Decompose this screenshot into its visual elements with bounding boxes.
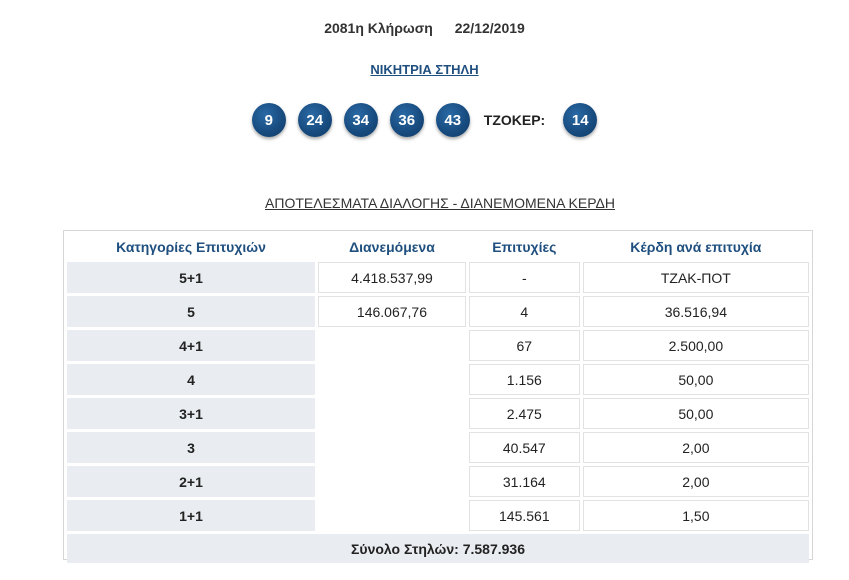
distributed-cell: 4.418.537,99 xyxy=(318,262,466,293)
number-ball: 43 xyxy=(435,103,470,137)
results-table: Κατηγορίες Επιτυχιών Διανεμόμενα Επιτυχί… xyxy=(64,231,812,566)
table-row: 3+1 2.475 50,00 xyxy=(67,398,809,429)
table-row: 4 1.156 50,00 xyxy=(67,364,809,395)
category-cell: 2+1 xyxy=(67,466,315,497)
joker-label: ΤΖΟΚΕΡ: xyxy=(483,112,546,128)
winning-column-link[interactable]: ΝΙΚΗΤΡΙΑ ΣΤΗΛΗ xyxy=(370,62,479,77)
category-cell: 3 xyxy=(67,432,315,463)
winning-column-link-container: ΝΙΚΗΤΡΙΑ ΣΤΗΛΗ xyxy=(0,61,849,79)
winners-cell: 40.547 xyxy=(468,432,580,463)
winners-cell: 145.561 xyxy=(468,500,580,531)
results-title: ΑΠΟΤΕΛΕΣΜΑΤΑ ΔΙΑΛΟΓΗΣ - ΔΙΑΝΕΜΟΜΕΝΑ ΚΕΡΔ… xyxy=(265,195,615,211)
column-header-winners: Επιτυχίες xyxy=(492,238,557,255)
draw-number: 2081η Κλήρωση xyxy=(324,20,433,36)
table-header-row: Κατηγορίες Επιτυχιών Διανεμόμενα Επιτυχί… xyxy=(67,234,809,259)
draw-date: 22/12/2019 xyxy=(454,20,525,36)
column-header-prize: Κέρδη ανά επιτυχία xyxy=(630,238,762,255)
number-ball: 34 xyxy=(343,103,378,137)
prize-cell: ΤΖΑΚ-ΠΟΤ xyxy=(582,262,809,293)
total-columns: Σύνολο Στηλών: 7.587.936 xyxy=(67,534,809,563)
table-row: 5 146.067,76 4 36.516,94 xyxy=(67,296,809,327)
number-ball: 36 xyxy=(389,103,424,137)
category-cell: 4+1 xyxy=(67,330,315,361)
category-cell: 1+1 xyxy=(67,500,315,531)
winning-numbers: 9 24 34 36 43 ΤΖΟΚΕΡ: 14 xyxy=(0,103,849,137)
joker-ball: 14 xyxy=(563,103,598,137)
distributed-cell xyxy=(318,364,466,395)
category-cell: 5 xyxy=(67,296,315,327)
table-row: 2+1 31.164 2,00 xyxy=(67,466,809,497)
prize-cell: 2,00 xyxy=(582,432,809,463)
column-header-category: Κατηγορίες Επιτυχιών xyxy=(116,238,266,255)
distributed-cell: 146.067,76 xyxy=(318,296,466,327)
total-row: Σύνολο Στηλών: 7.587.936 xyxy=(67,534,809,563)
distributed-cell xyxy=(318,330,466,361)
draw-header: 2081η Κλήρωση 22/12/2019 xyxy=(0,20,849,36)
category-cell: 5+1 xyxy=(67,262,315,293)
prize-cell: 2,00 xyxy=(582,466,809,497)
winners-cell: 2.475 xyxy=(468,398,580,429)
prize-cell: 1,50 xyxy=(582,500,809,531)
distributed-cell xyxy=(318,500,466,531)
prize-cell: 50,00 xyxy=(582,364,809,395)
winners-cell: 1.156 xyxy=(468,364,580,395)
column-header-distributed: Διανεμόμενα xyxy=(349,238,435,255)
winners-cell: 4 xyxy=(468,296,580,327)
table-row: 3 40.547 2,00 xyxy=(67,432,809,463)
winners-cell: 67 xyxy=(468,330,580,361)
winners-cell: - xyxy=(468,262,580,293)
prize-cell: 2.500,00 xyxy=(582,330,809,361)
table-row: 1+1 145.561 1,50 xyxy=(67,500,809,531)
category-cell: 3+1 xyxy=(67,398,315,429)
prize-cell: 50,00 xyxy=(582,398,809,429)
table-row: 5+1 4.418.537,99 - ΤΖΑΚ-ΠΟΤ xyxy=(67,262,809,293)
table-row: 4+1 67 2.500,00 xyxy=(67,330,809,361)
number-ball: 24 xyxy=(297,103,332,137)
distributed-cell xyxy=(318,432,466,463)
distributed-cell xyxy=(318,466,466,497)
number-ball: 9 xyxy=(251,103,286,137)
results-panel: Κατηγορίες Επιτυχιών Διανεμόμενα Επιτυχί… xyxy=(63,230,813,563)
category-cell: 4 xyxy=(67,364,315,395)
prize-cell: 36.516,94 xyxy=(582,296,809,327)
distributed-cell xyxy=(318,398,466,429)
winners-cell: 31.164 xyxy=(468,466,580,497)
